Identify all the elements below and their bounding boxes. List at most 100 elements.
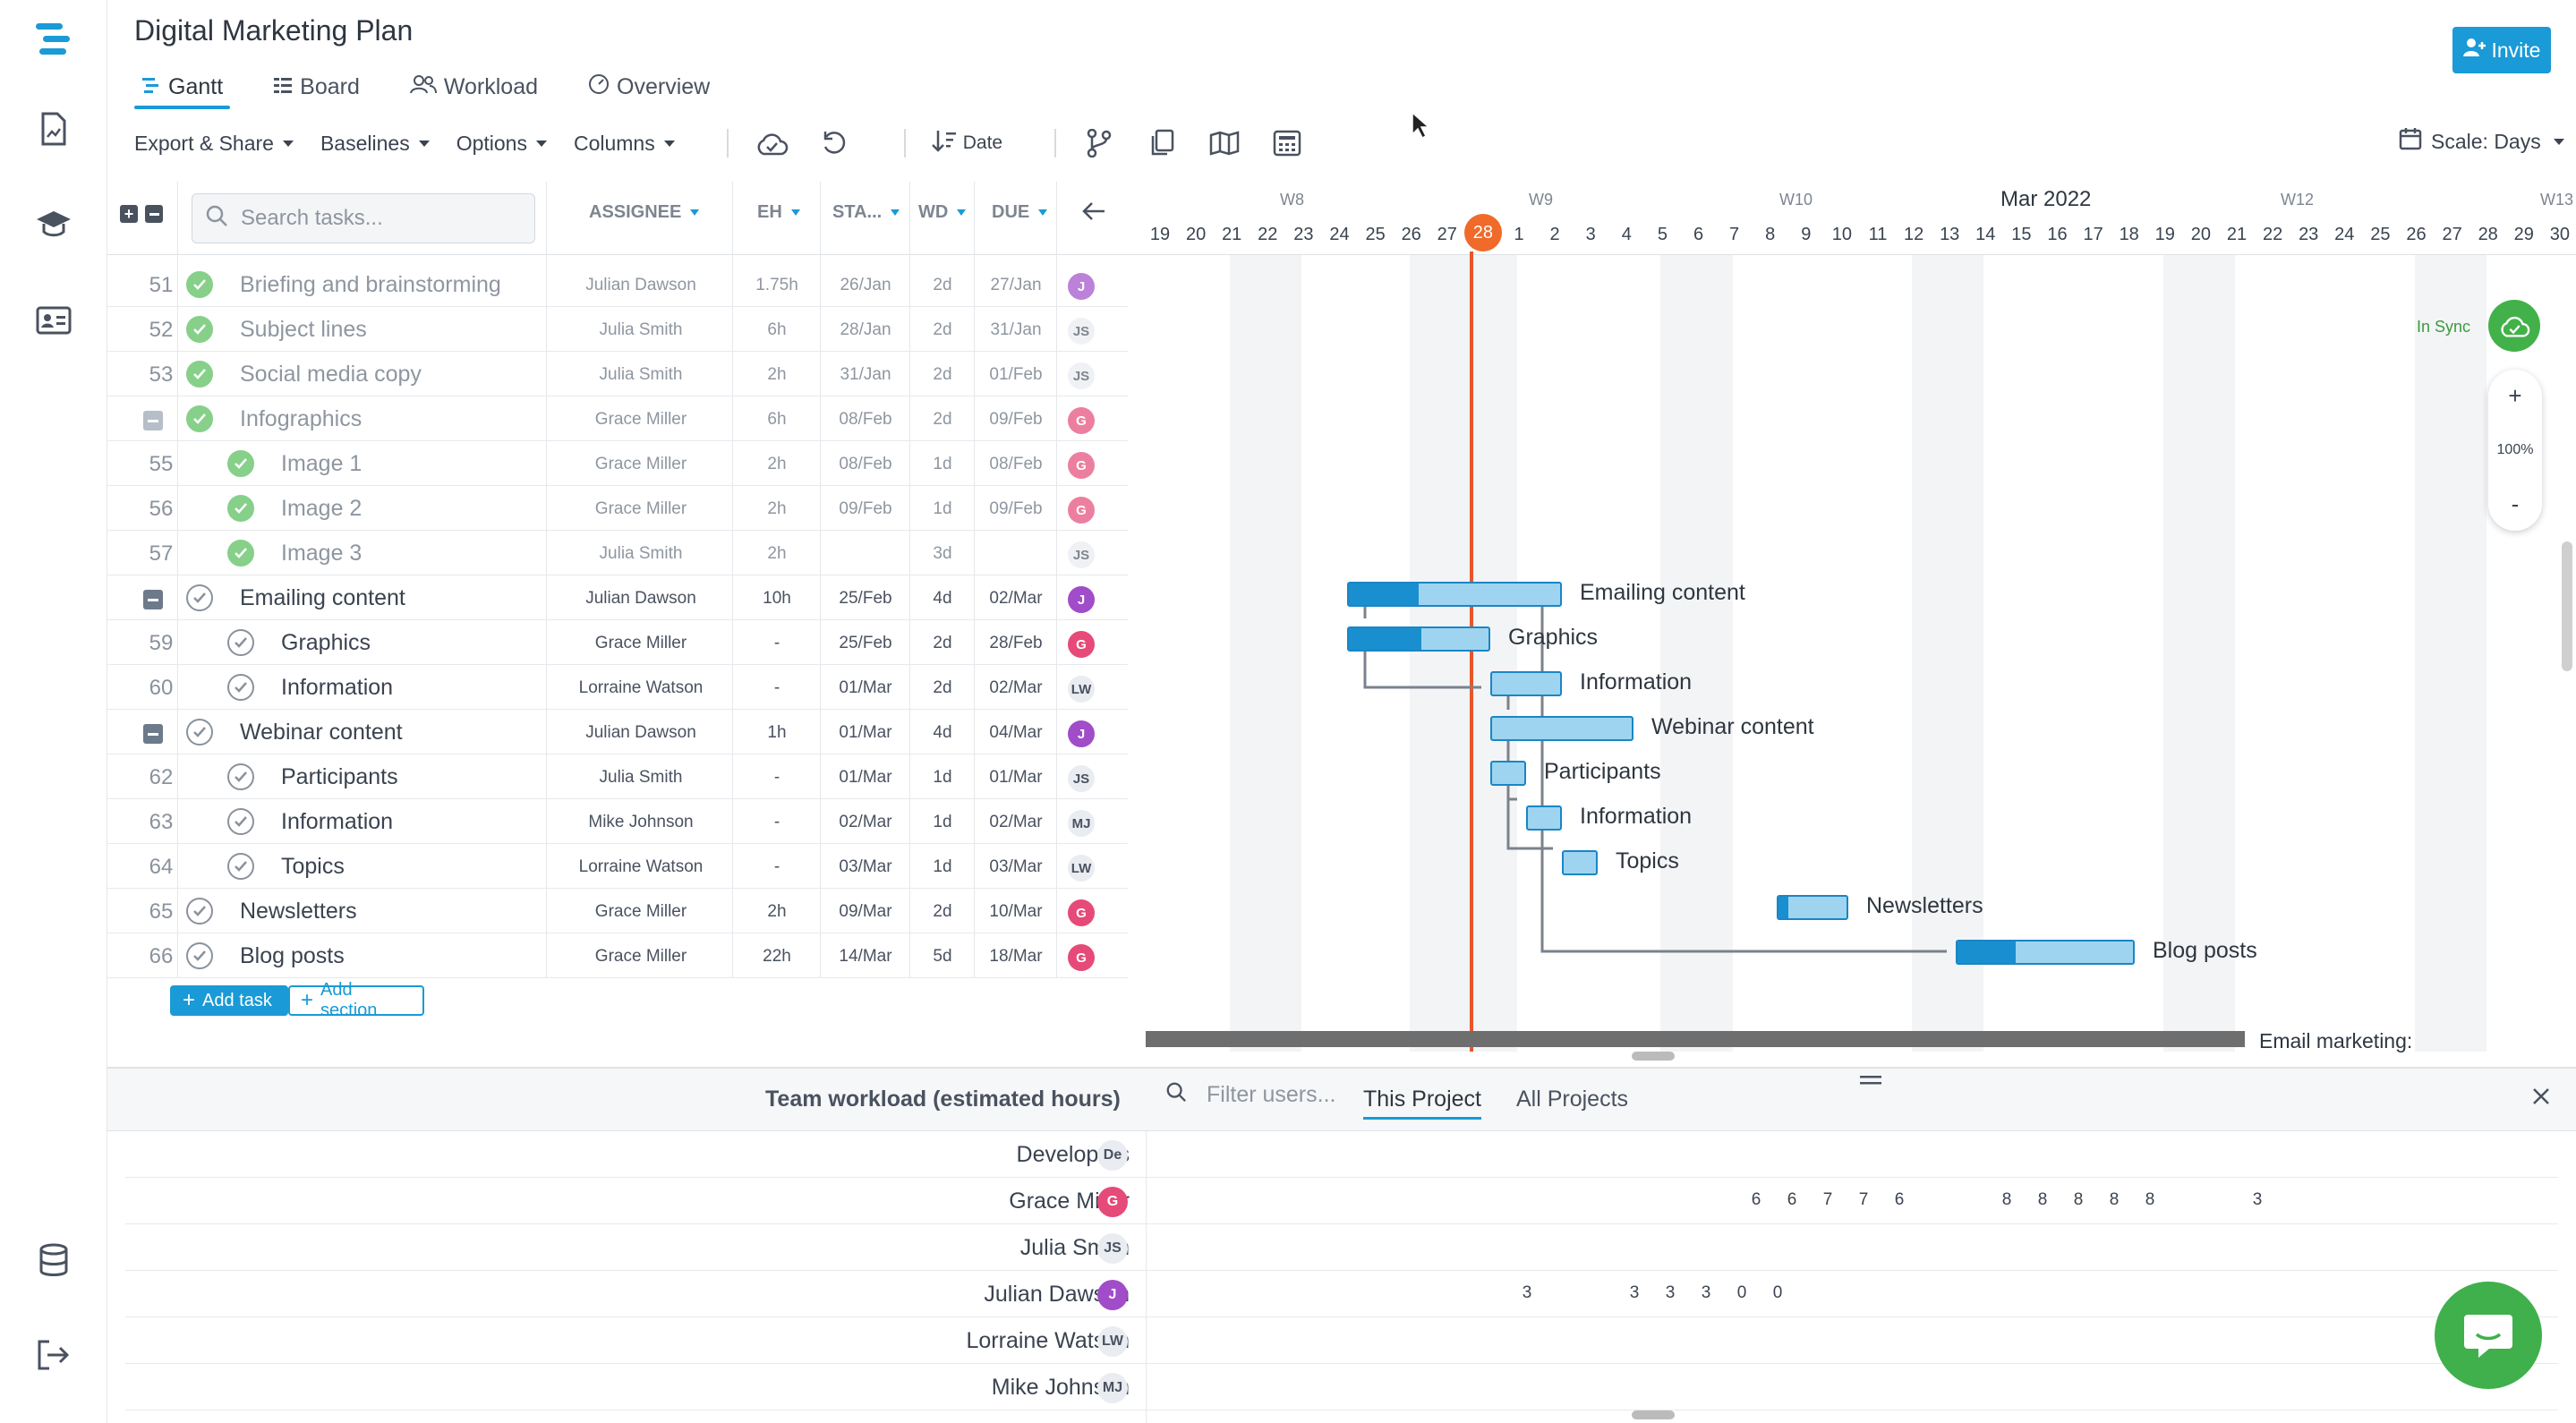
gantt-bar[interactable] (1526, 805, 1562, 831)
task-complete-checkbox[interactable] (186, 405, 213, 432)
task-name[interactable]: Image 2 (281, 496, 363, 521)
task-working-days[interactable]: 1d (933, 813, 952, 831)
task-complete-checkbox[interactable] (227, 540, 254, 567)
cloud-save-icon[interactable] (754, 125, 789, 161)
task-name[interactable]: Blog posts (240, 943, 345, 968)
collapse-section-icon[interactable] (143, 724, 163, 744)
task-row[interactable]: 51 Briefing and brainstorming Julian Dawso… (107, 262, 1128, 307)
task-name[interactable]: Information (281, 809, 394, 834)
task-estimated-hours[interactable]: 2h (767, 365, 787, 384)
add-section-button[interactable]: + Add section (288, 980, 424, 1020)
task-estimated-hours[interactable]: - (773, 857, 780, 876)
zoom-out-button[interactable]: - (2511, 490, 2520, 517)
task-name[interactable]: Webinar content (240, 720, 403, 745)
gantt-bar[interactable] (1490, 761, 1526, 786)
task-estimated-hours[interactable]: 10h (763, 589, 791, 608)
contacts-icon[interactable] (34, 301, 73, 340)
task-name[interactable]: Social media copy (240, 362, 422, 387)
options-menu[interactable]: Options (456, 132, 547, 156)
task-due-date[interactable]: 01/Mar (989, 768, 1043, 787)
task-working-days[interactable]: 5d (933, 947, 952, 966)
copy-icon[interactable] (1144, 125, 1180, 161)
task-row[interactable]: 56 Image 2 Grace Miller 2h 09/Feb 1d 09/Feb G (107, 486, 1128, 531)
task-due-date[interactable]: 31/Jan (990, 320, 1042, 339)
collapse-section-icon[interactable] (143, 590, 163, 609)
tab-overview[interactable]: Overview (581, 68, 717, 106)
task-name[interactable]: Infographics (240, 406, 363, 431)
task-start-date[interactable]: 09/Mar (839, 902, 892, 921)
logout-icon[interactable] (34, 1335, 73, 1375)
task-working-days[interactable]: 2d (933, 410, 952, 429)
task-due-date[interactable]: 09/Feb (989, 410, 1043, 429)
task-complete-checkbox[interactable] (227, 763, 254, 790)
task-start-date[interactable]: 08/Feb (839, 410, 892, 429)
gantt-bar[interactable] (1562, 850, 1598, 875)
task-name[interactable]: Newsletters (240, 899, 357, 924)
task-name[interactable]: Image 1 (281, 451, 363, 476)
task-name[interactable]: Emailing content (240, 585, 405, 610)
task-assignee[interactable]: Julia Smith (599, 768, 683, 787)
gantt-vertical-scrollbar[interactable] (2562, 541, 2572, 671)
task-assignee[interactable]: Grace Miller (594, 410, 687, 429)
collapse-section-icon[interactable] (143, 411, 163, 430)
gantt-bar[interactable] (1490, 716, 1633, 741)
zoom-in-button[interactable]: + (2508, 382, 2522, 409)
gantt-bar[interactable] (1347, 626, 1490, 652)
task-assignee[interactable]: Grace Miller (594, 947, 687, 966)
gantt-horizontal-scrollbar[interactable] (1146, 1031, 2245, 1047)
task-start-date[interactable]: 14/Mar (839, 947, 892, 966)
gantt-bar[interactable] (1347, 582, 1562, 607)
task-assignee[interactable]: Lorraine Watson (578, 857, 704, 876)
task-start-date[interactable]: 26/Jan (840, 276, 891, 294)
task-estimated-hours[interactable]: 6h (767, 320, 787, 339)
task-due-date[interactable]: 10/Mar (989, 902, 1043, 921)
task-working-days[interactable]: 2d (933, 902, 952, 921)
task-assignee[interactable]: Grace Miller (594, 499, 687, 518)
add-task-button[interactable]: + Add task (170, 985, 288, 1016)
task-estimated-hours[interactable]: - (773, 813, 780, 831)
close-icon[interactable] (2531, 1086, 2551, 1111)
collapse-all-icon[interactable] (145, 205, 163, 223)
task-due-date[interactable]: 03/Mar (989, 857, 1043, 876)
tab-this-project[interactable]: This Project (1363, 1086, 1481, 1120)
calculator-icon[interactable] (1269, 125, 1305, 161)
resize-handle[interactable] (1632, 1052, 1675, 1061)
task-estimated-hours[interactable]: - (773, 634, 780, 652)
task-working-days[interactable]: 2d (933, 365, 952, 384)
task-complete-checkbox[interactable] (227, 495, 254, 522)
task-due-date[interactable]: 09/Feb (989, 499, 1043, 518)
task-working-days[interactable]: 1d (933, 857, 952, 876)
task-name[interactable]: Briefing and brainstorming (240, 272, 501, 297)
invite-button[interactable]: Invite (2452, 27, 2551, 73)
task-working-days[interactable]: 2d (933, 276, 952, 294)
task-start-date[interactable]: 01/Mar (839, 768, 892, 787)
task-due-date[interactable]: 08/Feb (989, 455, 1043, 473)
task-working-days[interactable]: 1d (933, 455, 952, 473)
task-start-date[interactable]: 01/Mar (839, 723, 892, 742)
gantt-bar[interactable] (1490, 671, 1562, 696)
critical-path-icon[interactable] (1081, 125, 1117, 161)
task-estimated-hours[interactable]: - (773, 768, 780, 787)
task-due-date[interactable]: 02/Mar (989, 678, 1043, 697)
task-complete-checkbox[interactable] (186, 361, 213, 388)
task-working-days[interactable]: 4d (933, 589, 952, 608)
task-complete-checkbox[interactable] (186, 942, 213, 969)
reports-icon[interactable] (34, 109, 73, 149)
task-due-date[interactable]: 18/Mar (989, 947, 1043, 966)
undo-icon[interactable] (816, 125, 852, 161)
task-estimated-hours[interactable]: 6h (767, 410, 787, 429)
task-complete-checkbox[interactable] (227, 629, 254, 656)
tab-all-projects[interactable]: All Projects (1516, 1086, 1629, 1112)
expand-all-icon[interactable]: + (120, 205, 138, 223)
task-complete-checkbox[interactable] (227, 450, 254, 477)
academy-icon[interactable] (34, 204, 73, 243)
task-working-days[interactable]: 4d (933, 723, 952, 742)
task-row[interactable]: Webinar content Julian Dawson 1h 01/Mar 4d 04… (107, 710, 1128, 754)
task-due-date[interactable]: 02/Mar (989, 813, 1043, 831)
task-estimated-hours[interactable]: 2h (767, 544, 787, 563)
column-header-eh[interactable]: EH (757, 202, 800, 223)
task-row[interactable]: 57 Image 3 Julia Smith 2h 3d JS (107, 531, 1128, 575)
task-working-days[interactable]: 2d (933, 678, 952, 697)
task-working-days[interactable]: 3d (933, 544, 952, 563)
task-name[interactable]: Information (281, 675, 394, 700)
